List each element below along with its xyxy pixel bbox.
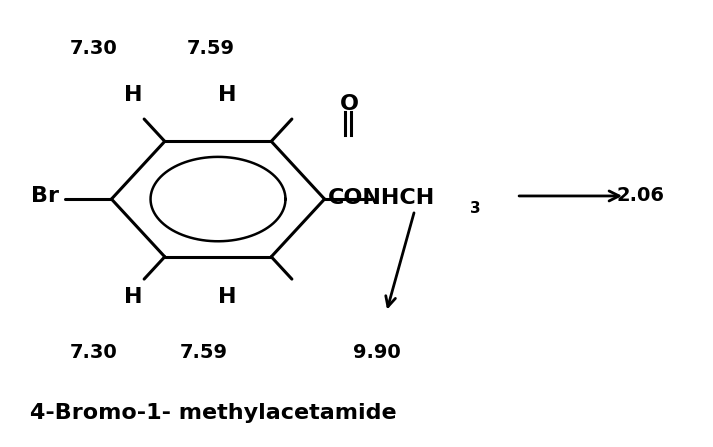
Text: 7.59: 7.59 xyxy=(180,343,227,362)
Text: 7.30: 7.30 xyxy=(70,343,118,362)
Text: 9.90: 9.90 xyxy=(352,343,400,362)
Text: CONHCH: CONHCH xyxy=(328,188,436,208)
Text: Br: Br xyxy=(31,186,59,206)
Text: 7.30: 7.30 xyxy=(70,38,118,58)
Text: H: H xyxy=(218,287,237,307)
Text: O: O xyxy=(340,94,359,114)
Text: H: H xyxy=(123,287,142,307)
Text: 4-Bromo-1- methylacetamide: 4-Bromo-1- methylacetamide xyxy=(30,402,396,422)
Text: 2.06: 2.06 xyxy=(617,186,665,206)
Text: 7.59: 7.59 xyxy=(187,38,235,58)
Text: H: H xyxy=(218,84,237,105)
Text: H: H xyxy=(123,84,142,105)
Text: 3: 3 xyxy=(470,201,481,216)
